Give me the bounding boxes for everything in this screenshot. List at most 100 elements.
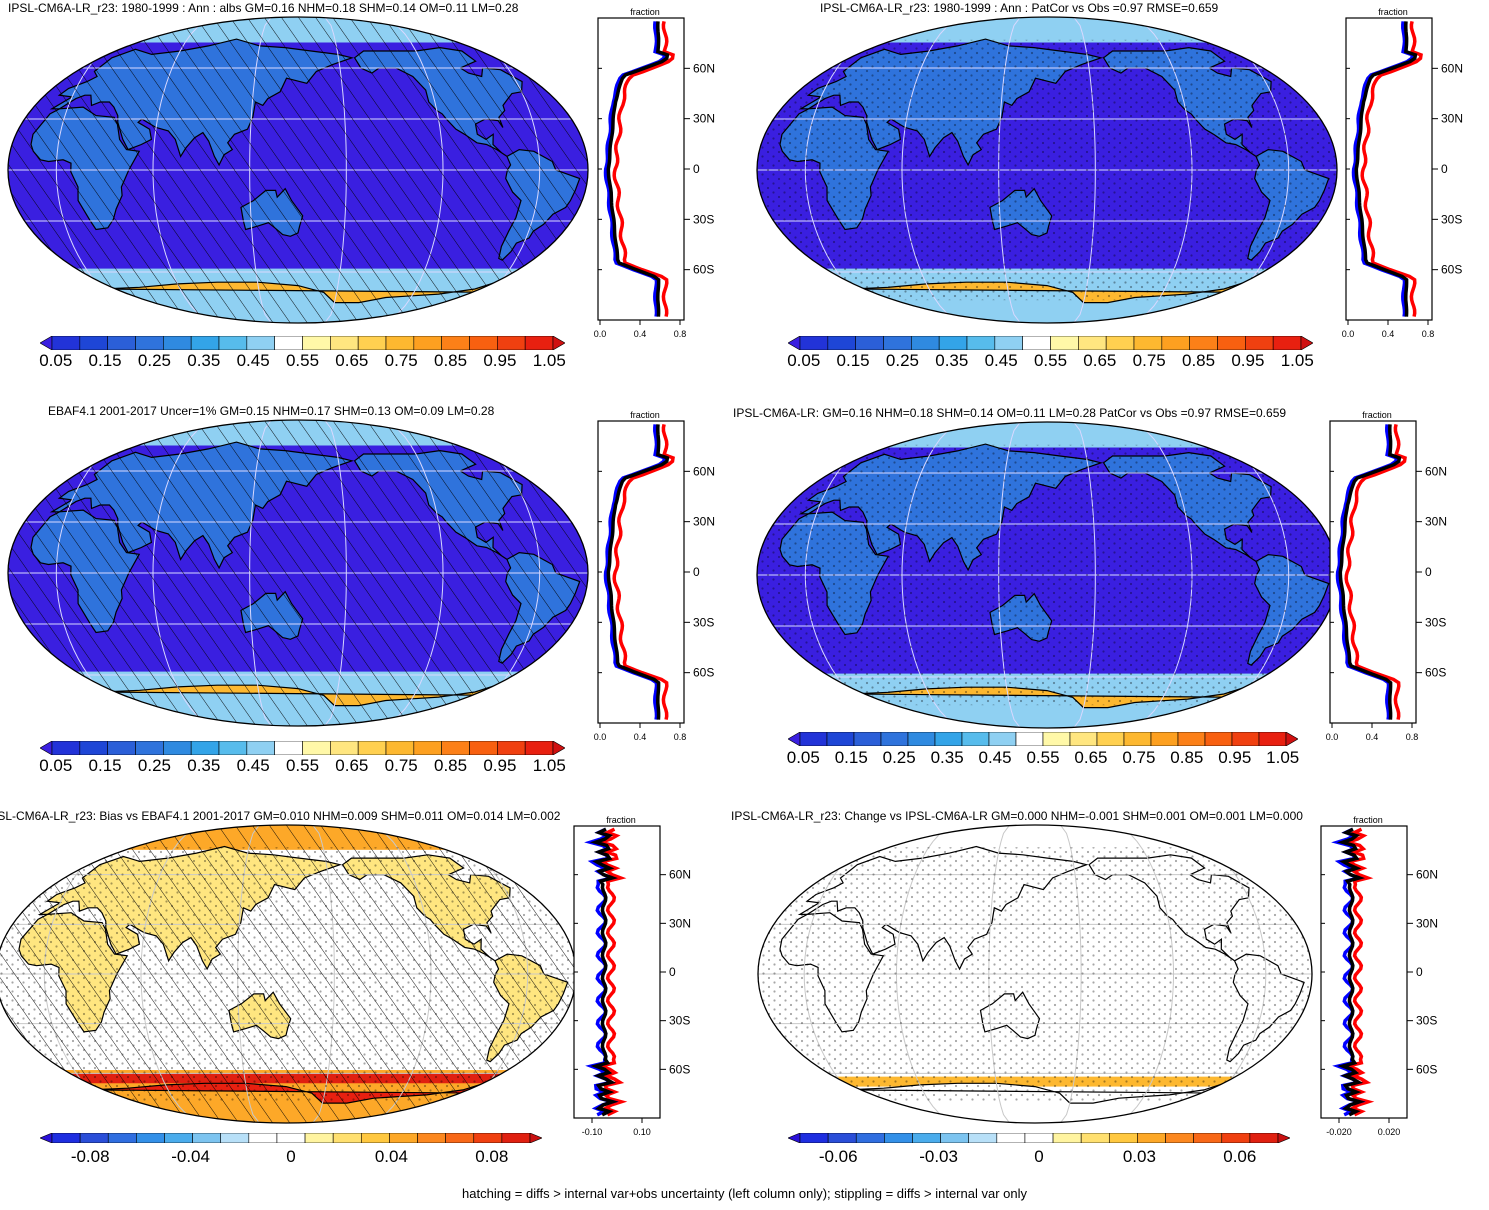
colorbar-swatch: [360, 1133, 390, 1143]
colorbar-swatch: [417, 1133, 446, 1143]
colorbar-tick-label: 0.65: [1083, 351, 1117, 370]
colorbar-swatch: [1249, 1133, 1279, 1143]
continent-greenland: [821, 435, 851, 457]
colorbar-swatch: [274, 741, 303, 755]
lat-tick-label: 60S: [1425, 666, 1446, 680]
colorbar-swatch: [220, 1133, 250, 1143]
lat-tick-label: 60N: [693, 61, 715, 75]
colorbar-tick-label: 0.85: [434, 351, 468, 370]
colorbar-tick-label: 0.65: [335, 351, 369, 370]
colorbar-tick-label: -0.03: [919, 1147, 958, 1166]
lat-tick-label: 0: [693, 565, 700, 579]
colorbar-swatch: [497, 741, 526, 755]
colorbar-swatch: [413, 741, 442, 755]
zonal-mean-profile: fraction 60N 30N 0 30S 60S 0.0 0.4 0.8: [1342, 7, 1463, 339]
colorbar-swatch: [302, 336, 331, 350]
colorbar-swatch: [218, 741, 248, 755]
colorbar-swatch: [529, 1133, 542, 1143]
colorbar-tick-label: 0.15: [836, 351, 870, 370]
lat-tick-label: 60S: [669, 1062, 690, 1076]
colorbar-labels: 0.05 0.15 0.25 0.35 0.45 0.55 0.65 0.75 0.85 0.95…: [786, 748, 1299, 770]
panel-title: IPSL-CM6A-LR_r23: 1980-1999 : Ann : PatC…: [820, 1, 1219, 15]
colorbar-swatch: [246, 741, 275, 755]
profile-tick-label: -0.10: [582, 1127, 603, 1137]
colorbar-tick-label: 0.55: [1033, 351, 1068, 370]
profile-tick-label: 0.4: [634, 732, 647, 742]
zonal-mean-line: [1338, 424, 1402, 720]
colorbar-swatch: [385, 741, 415, 755]
colorbar-swatch: [788, 1133, 801, 1143]
continent-greenland: [821, 30, 851, 52]
colorbar-swatch: [799, 1133, 829, 1143]
lat-tick-label: 60S: [1416, 1062, 1437, 1076]
colorbar-swatch: [40, 741, 53, 755]
colorbar-swatch: [51, 1133, 81, 1143]
zonal-mean-obs-line: [612, 21, 675, 317]
lat-tick-label: 30S: [693, 212, 714, 226]
colorbar-swatch: [40, 1133, 53, 1143]
colorbar-swatch: [1231, 732, 1260, 746]
lat-tick-label: 60S: [693, 263, 714, 277]
zonal-mean-profile: fraction 60N 30N 0 30S 60S 0.0 0.4 0.8: [594, 410, 715, 742]
colorbar-labels: -0.08 -0.04 0 0.04 0.08: [40, 1147, 542, 1169]
colorbar-swatch: [469, 336, 498, 350]
profile-tick-label: 0.8: [1422, 329, 1435, 339]
colorbar-swatch: [968, 1133, 998, 1143]
colorbar-swatch: [107, 1133, 137, 1143]
colorbar-swatch: [940, 1133, 970, 1143]
lat-tick-label: 60S: [1441, 263, 1462, 277]
panel-title: IPSL-CM6A-LR_r23: Change vs IPSL-CM6A-LR…: [731, 809, 1303, 823]
colorbar-swatch: [330, 741, 359, 755]
colorbar-swatch: [445, 1133, 475, 1143]
colorbar-tick-label: 0.05: [39, 756, 73, 775]
lat-tick-label: 60N: [669, 868, 691, 882]
lat-tick-label: 30N: [669, 916, 691, 930]
colorbar-swatch: [1022, 336, 1051, 350]
colorbar-swatch: [1150, 732, 1179, 746]
colorbar-swatch: [40, 336, 53, 350]
colorbar-tick-label: 0.75: [384, 756, 418, 775]
colorbar-tick-label: 0.75: [1132, 351, 1166, 370]
profile-tick-label: 0.10: [633, 1127, 651, 1137]
colorbar-swatch: [1078, 336, 1107, 350]
lat-tick-label: 30N: [1416, 916, 1438, 930]
colorbar-swatch: [1105, 336, 1135, 350]
colorbar-swatch: [788, 336, 801, 350]
colorbar-swatch: [1272, 336, 1302, 350]
zonal-mean-line: [606, 424, 670, 720]
colorbar-swatch: [385, 336, 415, 350]
colorbar-tick-label: 0.55: [1026, 748, 1060, 767]
figure-footnote: hatching = diffs > internal var+obs unce…: [462, 1186, 1027, 1201]
colorbar-tick-label: 0: [1034, 1147, 1044, 1166]
lat-tick-label: 60N: [1416, 868, 1438, 882]
colorbar-swatch: [51, 741, 81, 755]
colorbar: [788, 336, 1313, 350]
zonal-mean-line: [1354, 21, 1418, 317]
colorbar-swatch: [1161, 336, 1190, 350]
colorbar-tick-label: 0.05: [786, 748, 820, 767]
colorbar-tick-label: -0.06: [818, 1147, 858, 1166]
colorbar-swatch: [524, 741, 554, 755]
zonal-mean-line: [589, 827, 619, 1117]
continent-greenland: [1241, 865, 1259, 876]
colorbar-swatch: [501, 1133, 531, 1143]
world-map: [7, 419, 589, 727]
profile-axis-label: fraction: [1378, 7, 1408, 17]
colorbar-tick-label: 0.95: [1218, 748, 1252, 767]
colorbar-tick-label: 1.05: [532, 351, 566, 370]
profile-tick-label: 0.0: [1326, 732, 1339, 742]
colorbar-tick-label: 0.45: [978, 748, 1012, 767]
colorbar-swatch: [799, 336, 829, 350]
colorbar-tick-label: -0.08: [70, 1147, 110, 1166]
colorbar-tick-label: 0.35: [187, 351, 221, 370]
colorbar-tick-label: 0.45: [984, 351, 1018, 370]
world-map: [7, 16, 589, 324]
colorbar-swatch: [994, 336, 1023, 350]
zonal-mean-profile: fraction 60N 30N 0 30S 60S -0.020 0.020: [1320, 815, 1438, 1137]
colorbar-swatch: [912, 1133, 941, 1143]
colorbar-tick-label: 0.25: [137, 351, 171, 370]
zonal-mean-line: [606, 21, 670, 317]
colorbar-swatch: [1015, 732, 1044, 746]
colorbar-swatch: [1052, 1133, 1082, 1143]
world-map: [756, 421, 1338, 729]
